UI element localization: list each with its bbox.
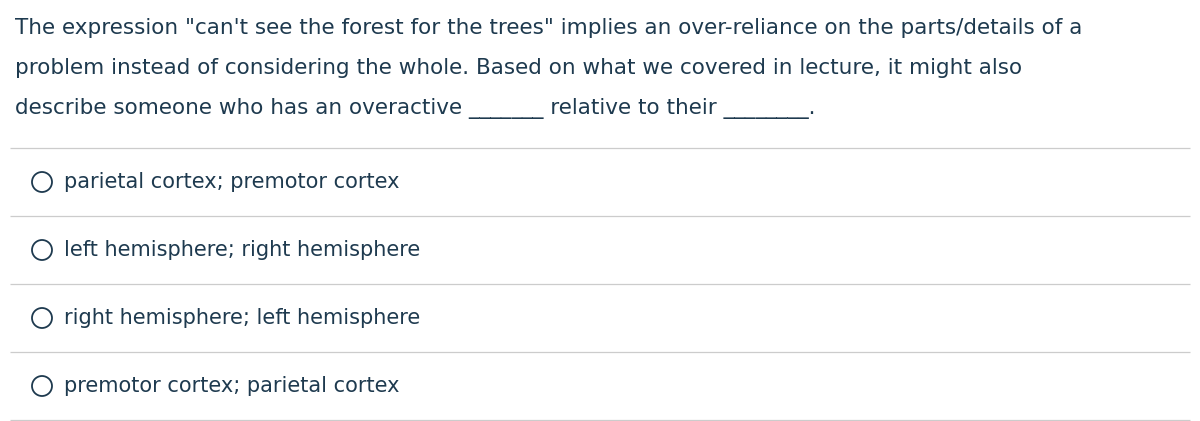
Text: premotor cortex; parietal cortex: premotor cortex; parietal cortex xyxy=(64,376,400,396)
Text: The expression "can't see the forest for the trees" implies an over-reliance on : The expression "can't see the forest for… xyxy=(14,18,1082,38)
Text: describe someone who has an overactive _______ relative to their ________.: describe someone who has an overactive _… xyxy=(14,98,816,119)
Text: problem instead of considering the whole. Based on what we covered in lecture, i: problem instead of considering the whole… xyxy=(14,58,1022,78)
Text: right hemisphere; left hemisphere: right hemisphere; left hemisphere xyxy=(64,308,420,328)
Text: parietal cortex; premotor cortex: parietal cortex; premotor cortex xyxy=(64,172,400,192)
Text: left hemisphere; right hemisphere: left hemisphere; right hemisphere xyxy=(64,240,420,260)
